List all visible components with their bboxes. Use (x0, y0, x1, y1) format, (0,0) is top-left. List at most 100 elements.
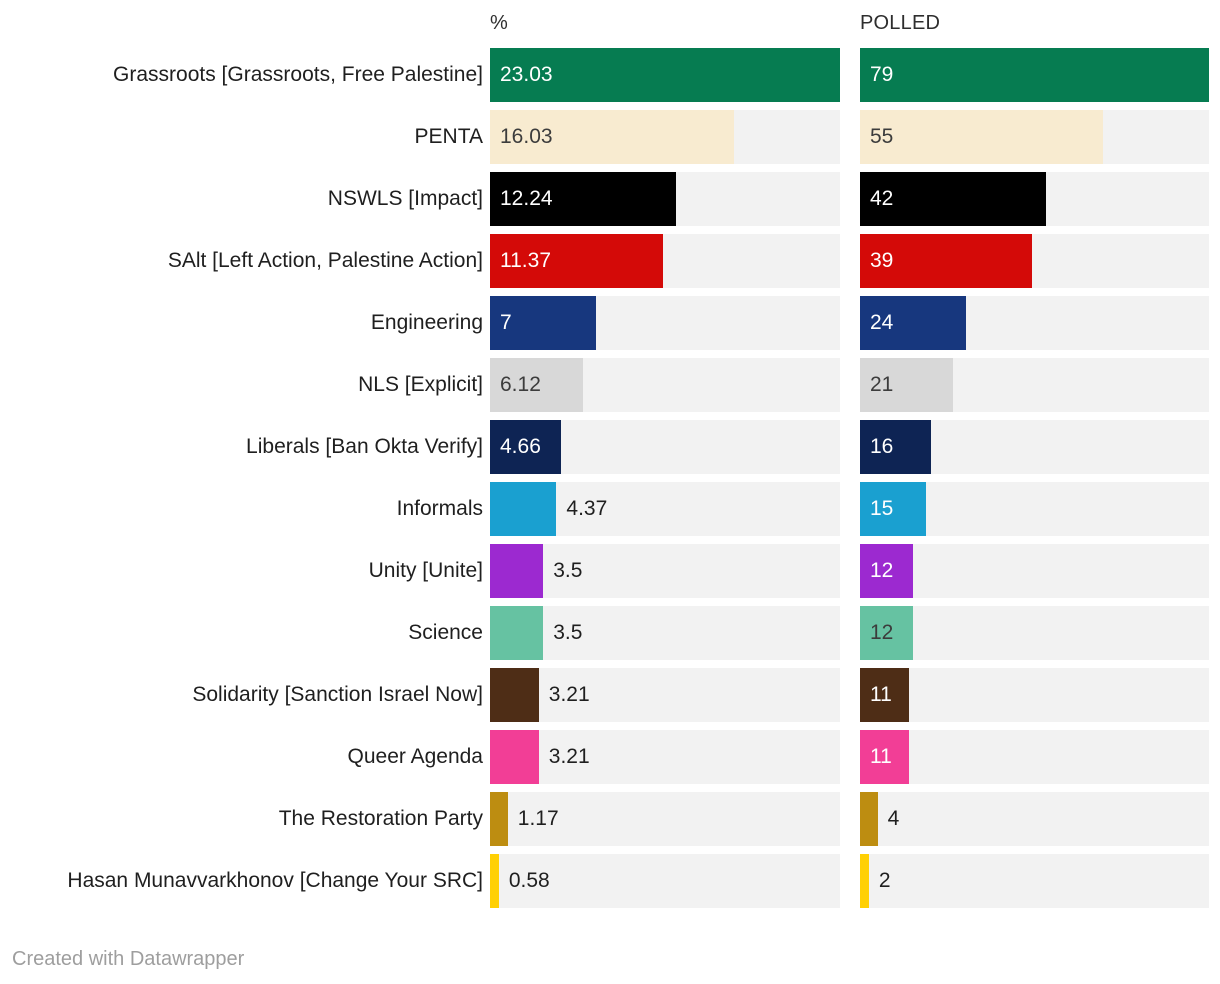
row-label: Hasan Munavvarkhonov [Change Your SRC] (67, 869, 483, 892)
polled-bar-track: 11 (860, 668, 1209, 722)
polled-bar: 16 (860, 420, 931, 474)
table-row: Informals 4.37 15 (0, 482, 1209, 536)
polled-value-label: 12 (870, 621, 894, 644)
pct-bar-track: 12.24 (490, 172, 840, 226)
polled-bar (860, 854, 869, 908)
row-label: Solidarity [Sanction Israel Now] (192, 683, 483, 706)
table-row: PENTA 16.03 55 (0, 110, 1209, 164)
pct-bar-track: 16.03 (490, 110, 840, 164)
grouped-bar-chart: % POLLED Grassroots [Grassroots, Free Pa… (0, 0, 1209, 908)
polled-bar-track: 4 (860, 792, 1209, 846)
pct-bar-track: 0.58 (490, 854, 840, 908)
polled-bar-track: 79 (860, 48, 1209, 102)
polled-value-label: 2 (878, 869, 891, 892)
row-label: Informals (396, 497, 483, 520)
polled-bar: 79 (860, 48, 1209, 102)
pct-bar: 12.24 (490, 172, 677, 226)
polled-bar: 55 (860, 110, 1103, 164)
row-label: Unity [Unite] (368, 559, 483, 582)
polled-value-label: 12 (870, 559, 894, 582)
pct-bar-track: 6.12 (490, 358, 840, 412)
polled-value-label: 16 (870, 435, 894, 458)
pct-bar: 16.03 (490, 110, 734, 164)
table-row: Hasan Munavvarkhonov [Change Your SRC] 0.… (0, 854, 1209, 908)
datawrapper-credit: Created with Datawrapper (12, 948, 245, 970)
polled-value-label: 11 (870, 683, 892, 706)
table-row: SAlt [Left Action, Palestine Action] 11.3… (0, 234, 1209, 288)
pct-bar (490, 730, 539, 784)
polled-bar: 12 (860, 606, 913, 660)
pct-bar-track: 3.21 (490, 730, 840, 784)
pct-bar: 23.03 (490, 48, 840, 102)
polled-value-label: 4 (887, 807, 900, 830)
pct-bar (490, 854, 499, 908)
pct-bar (490, 668, 539, 722)
polled-value-label: 11 (870, 745, 892, 768)
polled-value-label: 15 (870, 497, 894, 520)
column-headers: % POLLED (0, 0, 1209, 48)
polled-bar-track: 11 (860, 730, 1209, 784)
table-row: Unity [Unite] 3.5 12 (0, 544, 1209, 598)
row-label: Queer Agenda (347, 745, 483, 768)
polled-bar-track: 42 (860, 172, 1209, 226)
polled-bar: 15 (860, 482, 927, 536)
table-row: Liberals [Ban Okta Verify] 4.66 16 (0, 420, 1209, 474)
polled-value-label: 21 (870, 373, 894, 396)
table-row: Solidarity [Sanction Israel Now] 3.21 11 (0, 668, 1209, 722)
row-label: Grassroots [Grassroots, Free Palestine] (113, 63, 483, 86)
polled-bar-track: 39 (860, 234, 1209, 288)
row-label: NSWLS [Impact] (327, 187, 483, 210)
polled-column-header: POLLED (860, 12, 941, 34)
row-label: PENTA (414, 125, 483, 148)
pct-value-label: 3.5 (553, 559, 583, 582)
pct-bar: 4.66 (490, 420, 561, 474)
pct-value-label: 11.37 (500, 249, 551, 272)
pct-bar (490, 606, 544, 660)
pct-value-label: 1.17 (517, 807, 559, 830)
percent-column-header: % (490, 12, 508, 34)
pct-value-label: 16.03 (500, 125, 553, 148)
polled-value-label: 55 (870, 125, 894, 148)
polled-value-label: 42 (870, 187, 894, 210)
row-label: Liberals [Ban Okta Verify] (246, 435, 483, 458)
table-row: NLS [Explicit] 6.12 21 (0, 358, 1209, 412)
pct-value-label: 12.24 (500, 187, 553, 210)
pct-value-label: 6.12 (500, 373, 541, 396)
row-label: SAlt [Left Action, Palestine Action] (167, 249, 483, 272)
pct-bar-track: 1.17 (490, 792, 840, 846)
polled-bar-track: 2 (860, 854, 1209, 908)
polled-bar-track: 12 (860, 544, 1209, 598)
row-label: The Restoration Party (278, 807, 483, 830)
pct-bar-track: 3.21 (490, 668, 840, 722)
pct-bar-track: 3.5 (490, 606, 840, 660)
polled-bar: 21 (860, 358, 953, 412)
table-row: Science 3.5 12 (0, 606, 1209, 660)
polled-bar: 11 (860, 668, 909, 722)
polled-bar-track: 55 (860, 110, 1209, 164)
header-spacer (0, 12, 490, 48)
table-row: NSWLS [Impact] 12.24 42 (0, 172, 1209, 226)
pct-bar-track: 23.03 (490, 48, 840, 102)
polled-bar: 42 (860, 172, 1046, 226)
pct-bar: 6.12 (490, 358, 583, 412)
polled-bar-track: 24 (860, 296, 1209, 350)
row-label: Engineering (370, 311, 483, 334)
pct-bar-track: 4.66 (490, 420, 840, 474)
row-label: Science (408, 621, 483, 644)
polled-bar: 39 (860, 234, 1033, 288)
table-row: Engineering 7 24 (0, 296, 1209, 350)
pct-value-label: 3.21 (548, 683, 590, 706)
polled-bar-track: 16 (860, 420, 1209, 474)
table-row: Grassroots [Grassroots, Free Palestine] 2… (0, 48, 1209, 102)
pct-bar-track: 3.5 (490, 544, 840, 598)
pct-bar (490, 792, 508, 846)
pct-value-label: 4.66 (500, 435, 541, 458)
pct-value-label: 3.21 (548, 745, 590, 768)
polled-bar: 11 (860, 730, 909, 784)
table-row: Queer Agenda 3.21 11 (0, 730, 1209, 784)
polled-bar-track: 21 (860, 358, 1209, 412)
pct-value-label: 4.37 (566, 497, 608, 520)
pct-bar-track: 4.37 (490, 482, 840, 536)
polled-bar: 12 (860, 544, 913, 598)
